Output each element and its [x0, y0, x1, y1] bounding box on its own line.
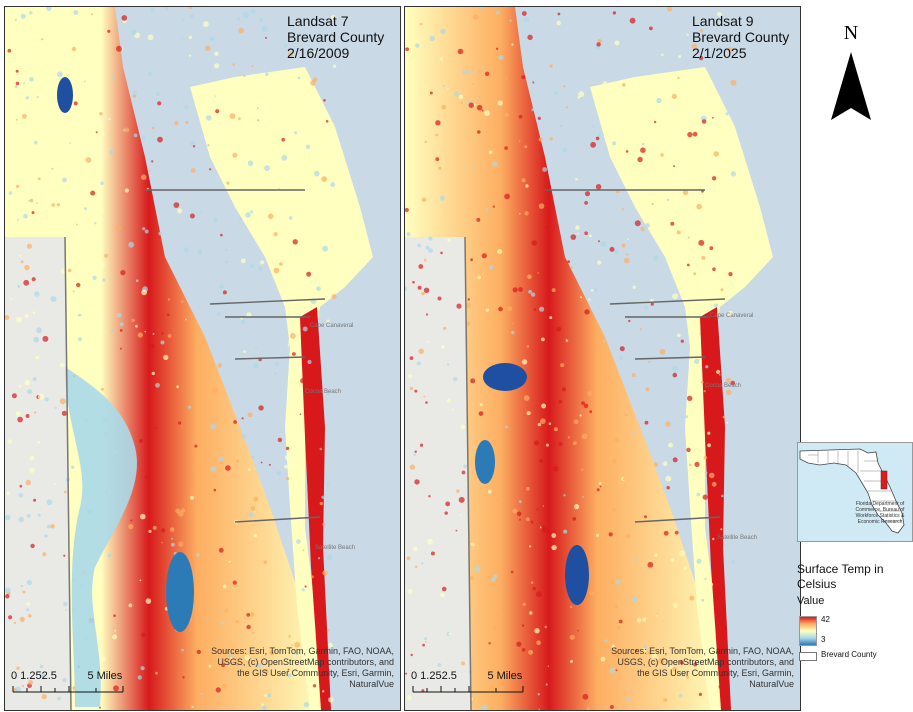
legend-value-heading: Value [797, 595, 825, 607]
map-credits: Sources: Esri, TomTom, Garmin, FAO, NOAA… [611, 646, 794, 689]
scale-bar-labels: 0 1.252.5 5 Miles [411, 670, 522, 682]
legend-low-value: 3 [821, 635, 826, 644]
scale-bar: 0 1.252.5 5 Miles [11, 670, 201, 696]
scale-bar-unit: 5 Miles [87, 670, 123, 682]
place-label-satellite-beach: Satellite Beach [315, 545, 356, 551]
map-panel-landsat9[interactable]: Landsat 9 Brevard County 2/1/2025 Cape C… [404, 6, 801, 711]
scale-bar-numbers: 0 1.252.5 [411, 670, 457, 682]
panel-title-line-1: Landsat 7 [287, 13, 349, 29]
map-credits: Sources: Esri, TomTom, Garmin, FAO, NOAA… [211, 646, 394, 689]
panel-title-line-3: 2/1/2025 [692, 45, 747, 61]
scale-bar: 0 1.252.5 5 Miles [411, 670, 601, 696]
panel-title-line-1: Landsat 9 [692, 13, 754, 29]
legend-high-value: 42 [821, 615, 830, 624]
scale-bar-labels: 0 1.252.5 5 Miles [11, 670, 122, 682]
inset-source-note: Florida Department of Commerce, Bureau o… [855, 501, 905, 525]
legend-county-label: Brevard County [821, 650, 877, 659]
place-label-cocoa-beach: Cocoa Beach [705, 383, 742, 389]
surface-temp-map-2025 [405, 7, 800, 710]
temperature-color-ramp [799, 616, 817, 646]
place-label-satellite-beach: Satellite Beach [717, 535, 758, 541]
north-arrow: N [824, 22, 878, 124]
panel-title-line-2: Brevard County [692, 29, 790, 45]
panel-title-line-2: Brevard County [287, 29, 385, 45]
scale-bar-ticks [12, 686, 124, 693]
scale-bar-unit: 5 Miles [487, 670, 523, 682]
map-panel-landsat7[interactable]: Landsat 7 Brevard County 2/16/2009 Cape … [4, 6, 401, 711]
panel-title: Landsat 7 Brevard County 2/16/2009 [287, 13, 384, 61]
legend-title: Surface Temp in Celsius [797, 562, 884, 591]
place-label-cape-canaveral: Cape Canaveral [710, 313, 754, 319]
panel-title: Landsat 9 Brevard County 2/1/2025 [692, 13, 789, 61]
place-label-cocoa-beach: Cocoa Beach [305, 389, 342, 395]
legend: Surface Temp in Celsius Value 42 3 Breva… [797, 562, 912, 661]
florida-outline-icon [799, 448, 905, 534]
north-arrow-icon [831, 52, 871, 120]
florida-locator-map: Florida Department of Commerce, Bureau o… [797, 442, 913, 542]
beach-strip [700, 307, 731, 710]
scale-bar-numbers: 0 1.252.5 [11, 670, 57, 682]
panel-title-line-3: 2/16/2009 [287, 45, 350, 61]
county-boundary-swatch [799, 652, 817, 661]
surface-temp-map-2009 [5, 7, 400, 710]
barrier-island [190, 67, 373, 710]
beach-strip [300, 307, 331, 710]
place-label-cape-canaveral: Cape Canaveral [310, 323, 354, 329]
scale-bar-ticks [412, 686, 524, 693]
mainland-raster [405, 7, 725, 710]
north-arrow-label: N [843, 22, 859, 44]
barrier-island [590, 67, 773, 710]
